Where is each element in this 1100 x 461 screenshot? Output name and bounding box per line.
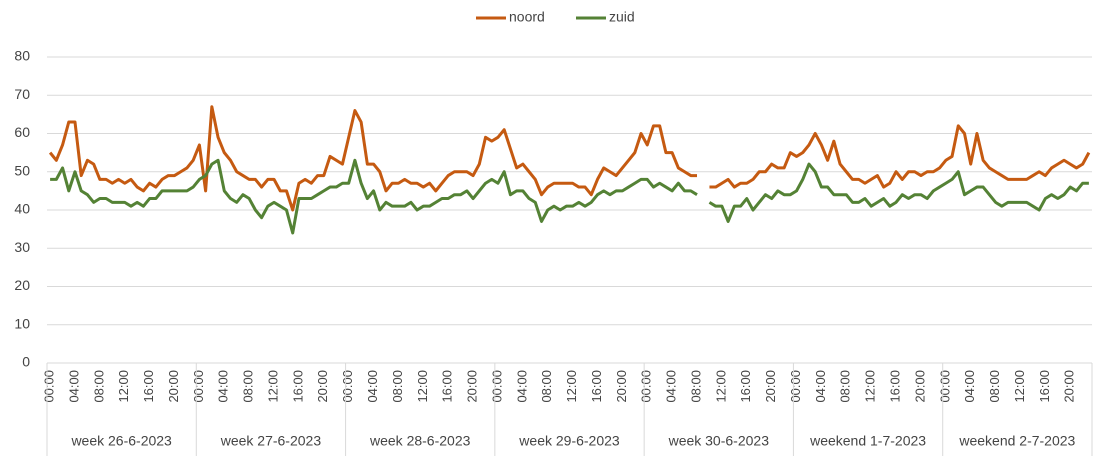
line-series — [48, 105, 1091, 212]
x-tick-label: 04:00 — [813, 370, 828, 403]
y-tick-label: 50 — [14, 162, 30, 178]
y-tick-label: 10 — [14, 315, 30, 331]
x-tick-label: 04:00 — [365, 370, 380, 403]
x-tick-label: 20:00 — [912, 370, 927, 403]
x-tick-label: 04:00 — [216, 370, 231, 403]
x-tick-label: 20:00 — [614, 370, 629, 403]
x-tick-label: 12:00 — [713, 370, 728, 403]
x-tick-label: 16:00 — [1037, 370, 1052, 403]
y-tick-label: 70 — [14, 86, 30, 102]
x-tick-label: 04:00 — [514, 370, 529, 403]
y-tick-label: 40 — [14, 201, 30, 217]
x-tick-label: 08:00 — [91, 370, 106, 403]
x-tick-label: 20:00 — [465, 370, 480, 403]
group-label: weekend 1-7-2023 — [809, 433, 926, 449]
x-tick-label: 16:00 — [290, 370, 305, 403]
x-tick-label: 00:00 — [42, 370, 57, 403]
x-tick-label: 12:00 — [863, 370, 878, 403]
group-label: week 30-6-2023 — [668, 433, 770, 449]
y-tick-label: 80 — [14, 48, 30, 64]
y-tick-label: 30 — [14, 239, 30, 255]
x-tick-label: 20:00 — [166, 370, 181, 403]
x-tick-label: 04:00 — [664, 370, 679, 403]
x-tick-label: 20:00 — [315, 370, 330, 403]
x-tick-label: 08:00 — [241, 370, 256, 403]
x-tick-label: 12:00 — [265, 370, 280, 403]
y-tick-label: 60 — [14, 124, 30, 140]
y-tick-label: 0 — [22, 354, 30, 370]
x-tick-label: 00:00 — [788, 370, 803, 403]
x-tick-label: 20:00 — [763, 370, 778, 403]
group-label: week 28-6-2023 — [369, 433, 471, 449]
legend-label: zuid — [609, 9, 635, 25]
x-tick-label: 08:00 — [390, 370, 405, 403]
x-tick-label: 12:00 — [1012, 370, 1027, 403]
x-tick-label: 00:00 — [489, 370, 504, 403]
y-tick-label: 20 — [14, 277, 30, 293]
x-tick-label: 20:00 — [1062, 370, 1077, 403]
x-tick-label: 08:00 — [987, 370, 1002, 403]
x-tick-label: 08:00 — [688, 370, 703, 403]
x-tick-label: 12:00 — [564, 370, 579, 403]
x-tick-label: 16:00 — [440, 370, 455, 403]
x-tick-label: 04:00 — [66, 370, 81, 403]
x-tick-label: 12:00 — [116, 370, 131, 403]
x-tick-label: 12:00 — [415, 370, 430, 403]
line-series — [50, 158, 1089, 235]
group-label: week 29-6-2023 — [518, 433, 620, 449]
x-tick-label: 04:00 — [962, 370, 977, 403]
legend-item: noord — [476, 9, 545, 25]
x-tick-label: 16:00 — [738, 370, 753, 403]
x-tick-label: 08:00 — [539, 370, 554, 403]
x-tick-label: 16:00 — [589, 370, 604, 403]
group-label: week 27-6-2023 — [220, 433, 322, 449]
x-tick-label: 00:00 — [937, 370, 952, 403]
x-tick-label: 00:00 — [639, 370, 654, 403]
x-tick-label: 16:00 — [888, 370, 903, 403]
group-label: week 26-6-2023 — [70, 433, 172, 449]
x-tick-label: 00:00 — [191, 370, 206, 403]
legend-label: noord — [509, 9, 545, 25]
group-label: weekend 2-7-2023 — [958, 433, 1075, 449]
x-tick-label: 00:00 — [340, 370, 355, 403]
legend-item: zuid — [576, 9, 635, 25]
x-tick-label: 08:00 — [838, 370, 853, 403]
x-tick-label: 16:00 — [141, 370, 156, 403]
